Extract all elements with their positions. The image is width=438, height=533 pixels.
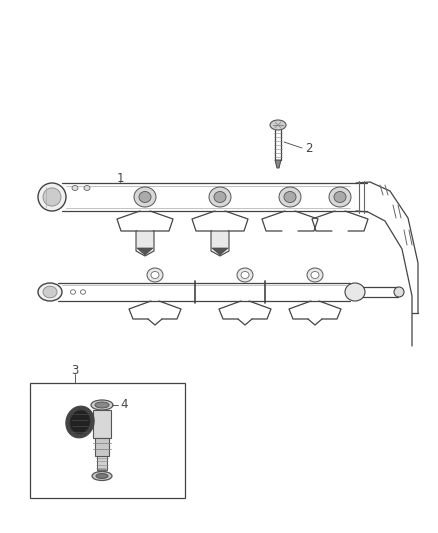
Ellipse shape [209, 187, 231, 207]
Ellipse shape [70, 410, 90, 434]
Text: 4: 4 [120, 399, 127, 411]
Ellipse shape [345, 283, 365, 301]
Ellipse shape [284, 191, 296, 203]
Ellipse shape [71, 290, 75, 294]
Text: 1: 1 [116, 172, 124, 184]
Ellipse shape [147, 268, 163, 282]
Ellipse shape [270, 120, 286, 130]
Text: 3: 3 [71, 364, 79, 376]
Text: 2: 2 [305, 141, 312, 155]
Bar [95, 438, 109, 456]
Ellipse shape [43, 188, 61, 206]
Bar [30, 383, 185, 498]
Ellipse shape [43, 286, 57, 298]
Ellipse shape [279, 187, 301, 207]
Ellipse shape [307, 268, 323, 282]
Ellipse shape [311, 271, 319, 279]
Polygon shape [275, 160, 281, 168]
Polygon shape [211, 231, 229, 256]
Ellipse shape [329, 187, 351, 207]
Ellipse shape [214, 191, 226, 203]
Ellipse shape [394, 287, 404, 297]
Polygon shape [212, 248, 228, 255]
Ellipse shape [92, 472, 112, 481]
Ellipse shape [134, 187, 156, 207]
Bar [97, 456, 107, 470]
Ellipse shape [139, 191, 151, 203]
Ellipse shape [151, 271, 159, 279]
Ellipse shape [334, 191, 346, 203]
Bar [93, 410, 111, 438]
Ellipse shape [95, 402, 109, 408]
Polygon shape [136, 231, 154, 256]
Ellipse shape [66, 406, 94, 438]
Ellipse shape [72, 185, 78, 190]
Ellipse shape [96, 473, 108, 479]
Polygon shape [137, 248, 153, 255]
Ellipse shape [241, 271, 249, 279]
Ellipse shape [38, 283, 62, 301]
Ellipse shape [84, 185, 90, 190]
Ellipse shape [237, 268, 253, 282]
Ellipse shape [38, 183, 66, 211]
Polygon shape [98, 470, 106, 476]
Ellipse shape [91, 400, 113, 410]
Ellipse shape [81, 290, 85, 294]
